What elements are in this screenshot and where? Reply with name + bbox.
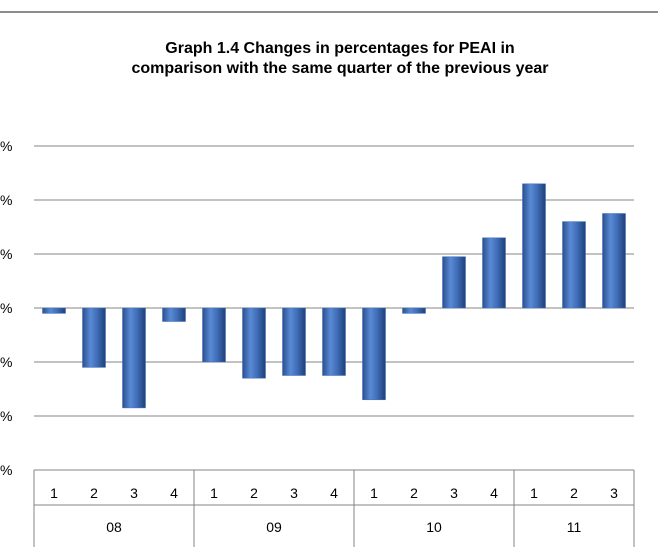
chart-title-line-1: Graph 1.4 Changes in percentages for PEA… (165, 40, 514, 57)
bar (562, 221, 586, 309)
bar (482, 237, 506, 309)
bar (242, 307, 266, 379)
y-tick-label: % (0, 300, 12, 316)
x-tick-label: 4 (490, 485, 498, 501)
bar (122, 307, 146, 409)
y-tick-label: % (0, 138, 12, 154)
bar (602, 213, 626, 309)
bar (402, 307, 426, 314)
bar (362, 307, 386, 401)
bar (282, 307, 306, 376)
x-tick-label: 2 (250, 485, 258, 501)
y-tick-label: % (0, 408, 12, 424)
x-tick-label: 2 (90, 485, 98, 501)
bar (162, 307, 186, 322)
y-tick-label: % (0, 192, 12, 208)
x-tick-label: 1 (210, 485, 218, 501)
x-tick-label: 1 (370, 485, 378, 501)
category-axis: 1 2 3 4 1 2 3 4 1 2 3 4 1 2 3 08 09 10 11 (33, 469, 635, 547)
y-tick-label: % (0, 354, 12, 370)
bars (42, 183, 626, 409)
x-group-label: 08 (106, 519, 122, 535)
x-tick-label: 2 (570, 485, 578, 501)
y-tick-label: % (0, 462, 12, 478)
x-tick-label: 3 (130, 485, 138, 501)
x-tick-label: 4 (170, 485, 178, 501)
x-group-label: 10 (426, 519, 442, 535)
bar (42, 307, 66, 314)
y-tick-label: % (0, 246, 12, 262)
x-tick-label: 3 (290, 485, 298, 501)
x-tick-label: 3 (450, 485, 458, 501)
bar (202, 307, 226, 363)
x-tick-label: 1 (530, 485, 538, 501)
bar (322, 307, 346, 376)
chart-title-line-2: comparison with the same quarter of the … (132, 60, 549, 77)
x-tick-label: 1 (50, 485, 58, 501)
x-tick-label: 2 (410, 485, 418, 501)
x-group-label: 09 (266, 519, 282, 535)
x-tick-label: 3 (610, 485, 618, 501)
x-group-label: 11 (567, 519, 582, 535)
bar (522, 183, 546, 309)
bar (82, 307, 106, 368)
bar (442, 256, 466, 309)
x-tick-label: 4 (330, 485, 338, 501)
